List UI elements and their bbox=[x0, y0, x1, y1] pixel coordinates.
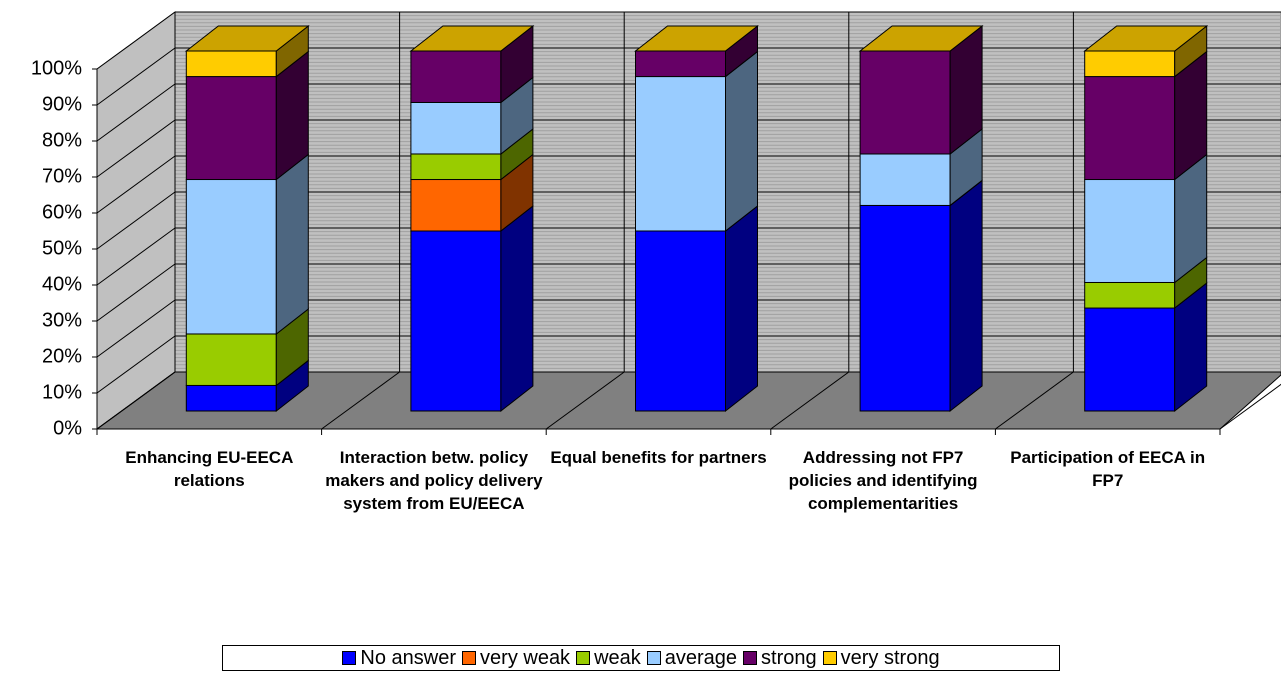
bar-segment bbox=[185, 179, 277, 335]
legend-swatch bbox=[646, 651, 661, 665]
x-tick-label: Participation of EECA in FP7 bbox=[1010, 448, 1206, 490]
legend-item: No answer bbox=[342, 647, 456, 670]
legend-item: very strong bbox=[822, 646, 940, 670]
bar-segment bbox=[1084, 76, 1176, 181]
legend-label: strong bbox=[761, 646, 817, 669]
legend-label: average bbox=[664, 646, 738, 669]
y-tick-label: 100% bbox=[31, 57, 82, 79]
y-tick-label: 0% bbox=[53, 417, 82, 439]
floor-divider bbox=[321, 371, 400, 430]
grid-line bbox=[96, 263, 176, 322]
bar-top bbox=[1083, 25, 1209, 52]
grid-line bbox=[96, 119, 176, 178]
bar-segment bbox=[410, 153, 502, 181]
bar-segment-side bbox=[725, 204, 758, 413]
bar-segment bbox=[859, 50, 951, 155]
bar-segment bbox=[859, 153, 951, 206]
bar-top bbox=[858, 25, 984, 52]
grid-line bbox=[96, 299, 176, 358]
bar-segment bbox=[185, 333, 277, 386]
bar-segment bbox=[1084, 307, 1176, 412]
bar-segment bbox=[635, 230, 726, 412]
floor-divider bbox=[96, 371, 176, 430]
y-tick-label: 10% bbox=[42, 381, 82, 403]
bar-segment-side bbox=[500, 204, 534, 413]
legend-item: weak bbox=[576, 647, 641, 670]
legend-label: weak bbox=[594, 646, 641, 669]
legend-item: strong bbox=[743, 647, 817, 670]
legend-label: No answer bbox=[360, 646, 457, 669]
y-tick-label: 60% bbox=[42, 201, 82, 223]
legend-swatch bbox=[342, 651, 357, 665]
grid-line bbox=[96, 227, 176, 286]
bar-segment bbox=[635, 50, 726, 78]
bar-segment bbox=[185, 76, 277, 181]
bar-top bbox=[409, 25, 535, 52]
bar-segment-side bbox=[949, 179, 983, 413]
legend-item: very weak bbox=[462, 647, 570, 670]
grid-line bbox=[96, 335, 176, 394]
floor-divider bbox=[770, 371, 850, 430]
bar-segment bbox=[185, 384, 277, 412]
bar-segment-side bbox=[725, 50, 758, 233]
bar-segment bbox=[410, 50, 502, 103]
grid-line bbox=[96, 191, 176, 250]
bar-segment bbox=[635, 76, 726, 232]
bar-segment bbox=[859, 204, 951, 412]
bar-top bbox=[184, 25, 310, 52]
y-tick-label: 40% bbox=[42, 273, 82, 295]
y-tick-label: 90% bbox=[42, 93, 82, 115]
grid-line bbox=[96, 155, 176, 214]
bar-segment-side bbox=[275, 153, 309, 335]
bar-top bbox=[634, 25, 759, 52]
legend-swatch bbox=[462, 651, 477, 665]
y-tick-label: 70% bbox=[42, 165, 82, 187]
legend-label: very strong bbox=[840, 646, 940, 669]
legend-swatch bbox=[822, 651, 837, 665]
x-tick-label: Equal benefits for partners bbox=[550, 448, 767, 467]
floor-divider bbox=[545, 371, 625, 430]
bar-segment bbox=[185, 50, 277, 78]
x-tick-label: Addressing not FP7 policies and identify… bbox=[788, 448, 978, 513]
grid-line bbox=[96, 11, 176, 70]
bar-segment bbox=[1084, 50, 1176, 78]
bar-segment bbox=[1084, 179, 1176, 283]
legend-item: average bbox=[646, 646, 738, 670]
bar-segment bbox=[410, 230, 502, 412]
bar-segment bbox=[410, 179, 502, 232]
y-tick-label: 30% bbox=[42, 309, 82, 331]
x-tick-label: Interaction betw. policy makers and poli… bbox=[325, 448, 543, 513]
y-tick-label: 50% bbox=[42, 237, 82, 259]
y-tick-label: 80% bbox=[42, 129, 82, 151]
x-tick-label: Enhancing EU-EECA relations bbox=[125, 448, 294, 490]
grid-line bbox=[96, 47, 176, 106]
legend-label: very weak bbox=[480, 646, 571, 669]
legend-swatch bbox=[576, 651, 591, 665]
legend: No answer very weak weak average strong very … bbox=[222, 645, 1060, 671]
floor-divider bbox=[995, 371, 1074, 430]
y-tick-label: 20% bbox=[42, 345, 82, 367]
bar-segment bbox=[1084, 281, 1176, 309]
legend-swatch bbox=[743, 651, 758, 665]
bar-segment bbox=[410, 101, 502, 155]
floor-divider bbox=[1219, 383, 1281, 430]
grid-line bbox=[96, 83, 176, 142]
